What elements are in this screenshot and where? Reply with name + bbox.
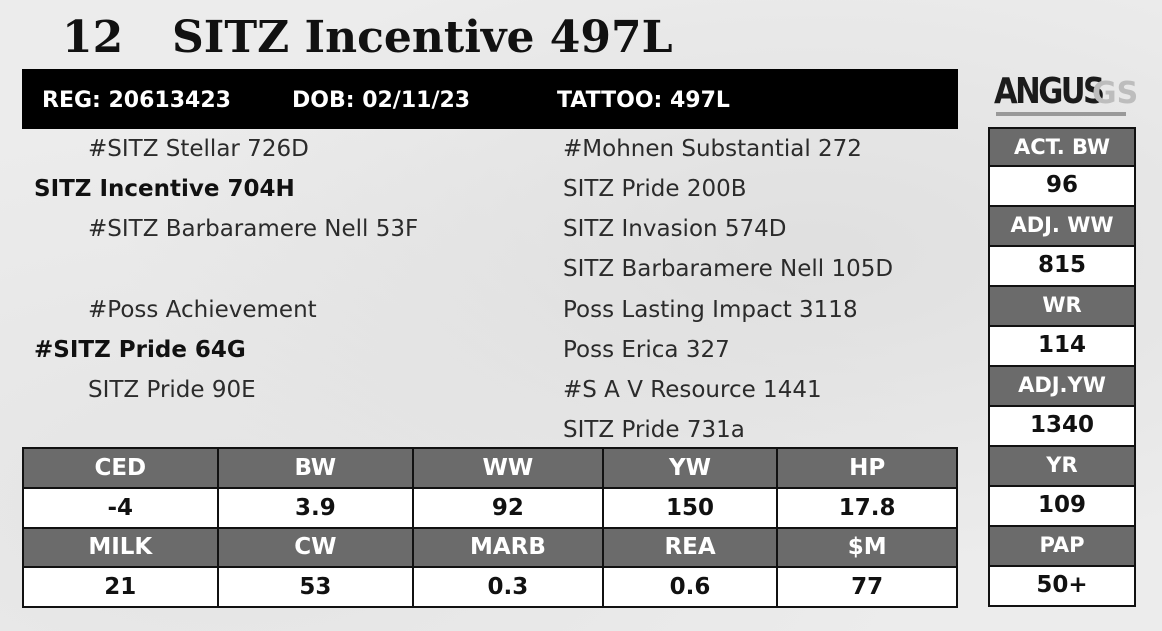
logo-word: ANGUS (994, 71, 1105, 112)
lot-number: 12 (62, 12, 124, 63)
perf-value-wr: 114 (988, 327, 1136, 367)
epd-value-row: 21 53 0.3 0.6 77 (22, 566, 958, 608)
perf-value-yr: 109 (988, 487, 1136, 527)
epd-header-ced: CED (22, 447, 219, 489)
epd-value-marb: 0.3 (412, 566, 604, 608)
epd-header-row: MILK CW MARB REA $M (22, 526, 958, 569)
epd-header-yw: YW (601, 447, 779, 489)
perf-label-wr: WR (988, 287, 1136, 327)
perf-label-pap: PAP (988, 527, 1136, 567)
perf-value-adj-ww: 815 (988, 247, 1136, 287)
epd-value-dollar-m: 77 (776, 566, 958, 608)
epd-header-dollar-m: $M (776, 526, 958, 569)
epd-value-hp: 17.8 (776, 486, 958, 529)
registration-bar: REG: 20613423 DOB: 02/11/23 TATTOO: 497L (22, 69, 958, 129)
epd-header-hp: HP (776, 447, 958, 489)
pedigree-far-2: SITZ Pride 200B (563, 176, 747, 202)
perf-label-adj-yw: ADJ.YW (988, 367, 1136, 407)
epd-header-milk: MILK (22, 526, 219, 569)
perf-value-act-bw: 96 (988, 167, 1136, 207)
pedigree-dam-sire: #Poss Achievement (88, 297, 317, 323)
epd-value-ww: 92 (412, 486, 604, 529)
epd-value-bw: 3.9 (216, 486, 415, 529)
pedigree-far-7: #S A V Resource 1441 (563, 377, 822, 403)
reg-number: REG: 20613423 (42, 88, 231, 113)
angus-gs-logo: ANGUS GS (992, 70, 1139, 122)
date-of-birth: DOB: 02/11/23 (292, 88, 471, 113)
epd-value-yw: 150 (601, 486, 779, 529)
pedigree-far-5: Poss Lasting Impact 3118 (563, 297, 858, 323)
epd-table: CED BW WW YW HP -4 3.9 92 150 17.8 MILK … (22, 447, 958, 608)
pedigree-sire-sire: #SITZ Stellar 726D (88, 136, 309, 162)
perf-label-yr: YR (988, 447, 1136, 487)
tattoo: TATTOO: 497L (557, 88, 730, 113)
epd-header-cw: CW (216, 526, 415, 569)
epd-header-rea: REA (601, 526, 779, 569)
perf-label-act-bw: ACT. BW (988, 127, 1136, 167)
pedigree-far-1: #Mohnen Substantial 272 (563, 136, 862, 162)
epd-header-marb: MARB (412, 526, 604, 569)
perf-value-pap: 50+ (988, 567, 1136, 607)
pedigree-far-4: SITZ Barbaramere Nell 105D (563, 256, 894, 282)
pedigree-sire-dam: #SITZ Barbaramere Nell 53F (88, 216, 419, 242)
pedigree-far-3: SITZ Invasion 574D (563, 216, 787, 242)
pedigree-sire: SITZ Incentive 704H (34, 176, 295, 202)
pedigree-far-6: Poss Erica 327 (563, 337, 730, 363)
epd-value-rea: 0.6 (601, 566, 779, 608)
epd-value-cw: 53 (216, 566, 415, 608)
perf-label-adj-ww: ADJ. WW (988, 207, 1136, 247)
lot-title: 12 SITZ Incentive 497L (62, 8, 673, 68)
perf-value-adj-yw: 1340 (988, 407, 1136, 447)
epd-value-ced: -4 (22, 486, 219, 529)
performance-column: ACT. BW 96 ADJ. WW 815 WR 114 ADJ.YW 134… (988, 127, 1136, 607)
animal-name: SITZ Incentive 497L (172, 12, 673, 63)
epd-value-milk: 21 (22, 566, 219, 608)
epd-header-bw: BW (216, 447, 415, 489)
pedigree-far-8: SITZ Pride 731a (563, 417, 745, 443)
epd-header-ww: WW (412, 447, 604, 489)
epd-value-row: -4 3.9 92 150 17.8 (22, 486, 958, 529)
logo-underline (996, 112, 1126, 116)
logo-suffix: GS (1092, 76, 1139, 111)
epd-header-row: CED BW WW YW HP (22, 447, 958, 489)
pedigree-dam-dam: SITZ Pride 90E (88, 377, 256, 403)
pedigree-dam: #SITZ Pride 64G (34, 337, 246, 363)
